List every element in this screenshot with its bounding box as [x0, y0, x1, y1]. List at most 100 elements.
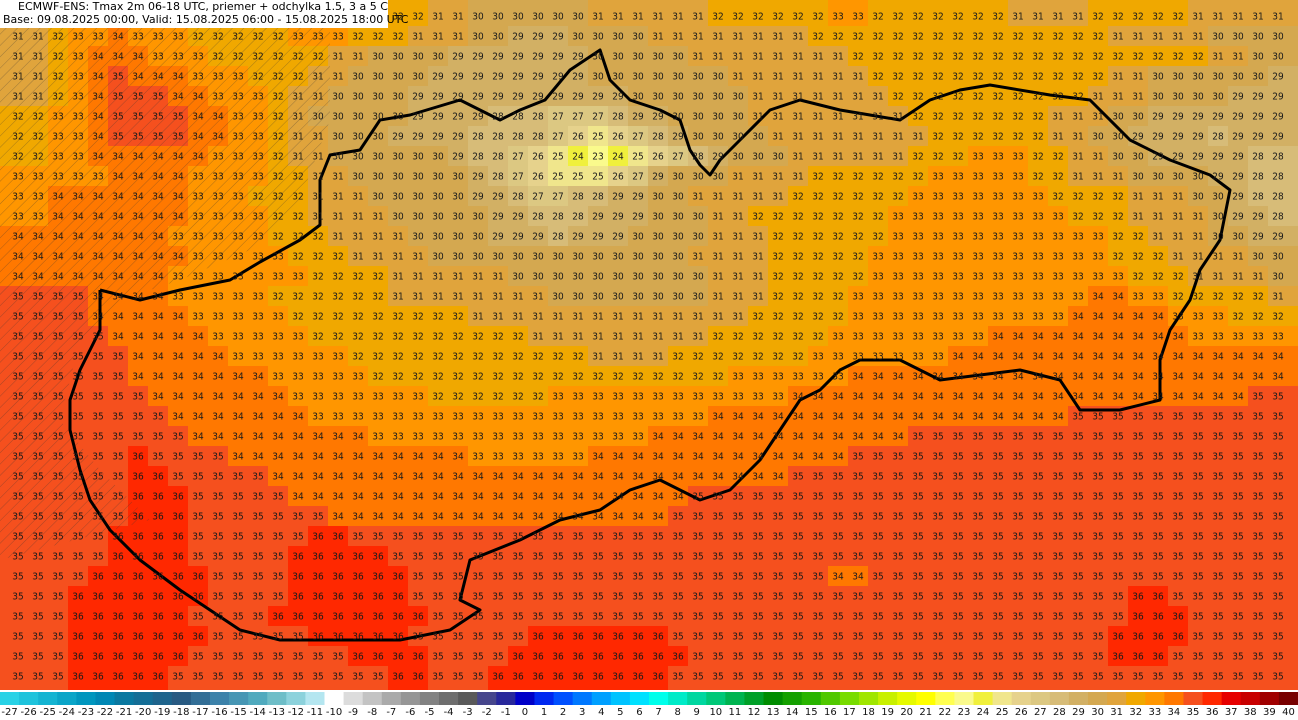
colorbar-label: 8: [674, 707, 680, 718]
cell-value: 35: [92, 412, 103, 423]
cell-value: 35: [232, 512, 243, 523]
cell-value: 30: [1132, 152, 1144, 163]
cell-value: 34: [1032, 392, 1044, 403]
cell-value: 31: [332, 212, 343, 223]
cell-value: 34: [1112, 352, 1124, 363]
cell-value: 35: [652, 612, 663, 623]
colorbar-label: 17: [843, 707, 856, 718]
cell-value: 35: [772, 572, 783, 583]
cell-value: 33: [1012, 192, 1023, 203]
cell-value: 32: [912, 52, 923, 63]
colorbar-swatch: [439, 692, 459, 705]
cell-value: 34: [212, 412, 224, 423]
cell-value: 30: [692, 172, 704, 183]
cell-value: 25: [592, 132, 603, 143]
cell-value: 32: [1132, 52, 1143, 63]
cell-value: 36: [312, 532, 324, 543]
cell-value: 27: [632, 172, 643, 183]
cell-value: 31: [752, 32, 763, 43]
cell-value: 34: [52, 212, 64, 223]
cell-value: 27: [572, 112, 583, 123]
cell-value: 35: [492, 592, 503, 603]
colorbar-swatch: [419, 692, 440, 705]
cell-fill: [1248, 46, 1269, 67]
cell-value: 35: [1032, 632, 1043, 643]
cell-fill: [808, 66, 829, 87]
cell-value: 33: [1112, 272, 1123, 283]
cell-value: 29: [1132, 132, 1144, 143]
cell-value: 32: [272, 92, 283, 103]
cell-fill: [1068, 66, 1089, 87]
cell-value: 35: [1032, 592, 1043, 603]
colorbar-swatch: [1107, 692, 1127, 705]
cell-value: 30: [492, 32, 504, 43]
cell-value: 32: [372, 372, 383, 383]
cell-value: 36: [412, 612, 424, 623]
cell-value: 33: [672, 392, 683, 403]
cell-value: 31: [312, 192, 323, 203]
cell-value: 33: [192, 312, 203, 323]
cell-value: 30: [632, 232, 644, 243]
cell-value: 34: [432, 452, 444, 463]
cell-value: 32: [432, 312, 443, 323]
cell-value: 36: [672, 652, 684, 663]
cell-value: 30: [692, 112, 704, 123]
cell-value: 30: [432, 212, 444, 223]
cell-value: 31: [772, 172, 783, 183]
cell-value: 32: [492, 352, 503, 363]
cell-value: 30: [612, 252, 624, 263]
cell-value: 30: [392, 52, 404, 63]
cell-fill: [1028, 46, 1049, 67]
colorbar-label: -4: [444, 707, 454, 718]
colorbar-swatch: [534, 692, 555, 705]
colorbar-swatch: [706, 692, 726, 705]
cell-value: 31: [1112, 72, 1123, 83]
cell-value: 35: [32, 672, 43, 683]
colorbar-label: 29: [1072, 707, 1085, 718]
cell-value: 35: [852, 452, 863, 463]
cell-value: 35: [412, 532, 423, 543]
cell-value: 35: [1092, 592, 1103, 603]
cell-value: 33: [232, 252, 243, 263]
cell-value: 34: [92, 72, 104, 83]
cell-value: 36: [352, 572, 364, 583]
colorbar-label: 9: [694, 707, 700, 718]
cell-value: 36: [372, 612, 384, 623]
cell-value: 35: [932, 572, 943, 583]
cell-value: 35: [912, 632, 923, 643]
cell-value: 35: [1112, 612, 1123, 623]
cell-value: 35: [272, 532, 283, 543]
cell-value: 35: [832, 632, 843, 643]
cell-value: 32: [312, 332, 323, 343]
cell-fill: [628, 46, 649, 67]
cell-value: 33: [72, 172, 83, 183]
cell-value: 31: [832, 132, 843, 143]
cell-value: 33: [932, 252, 943, 263]
cell-value: 36: [292, 592, 304, 603]
cell-value: 29: [1212, 112, 1224, 123]
cell-value: 31: [392, 272, 403, 283]
cell-value: 36: [512, 652, 524, 663]
cell-value: 30: [552, 252, 564, 263]
cell-fill: [1108, 46, 1129, 67]
cell-value: 32: [712, 332, 723, 343]
colorbar-label: 40: [1282, 707, 1295, 718]
cell-value: 31: [872, 132, 883, 143]
cell-value: 34: [232, 432, 244, 443]
cell-value: 35: [572, 552, 583, 563]
cell-value: 35: [812, 472, 823, 483]
cell-value: 36: [632, 672, 644, 683]
cell-value: 32: [1052, 72, 1063, 83]
cell-value: 31: [312, 92, 323, 103]
colorbar-swatch: [458, 692, 478, 705]
cell-value: 34: [72, 252, 84, 263]
cell-value: 36: [192, 632, 204, 643]
cell-value: 32: [1212, 292, 1223, 303]
cell-value: 35: [712, 492, 723, 503]
cell-fill: [808, 46, 829, 67]
cell-value: 35: [932, 532, 943, 543]
cell-value: 34: [792, 392, 804, 403]
cell-value: 31: [1272, 292, 1283, 303]
cell-value: 29: [1232, 172, 1244, 183]
cell-value: 35: [32, 652, 43, 663]
